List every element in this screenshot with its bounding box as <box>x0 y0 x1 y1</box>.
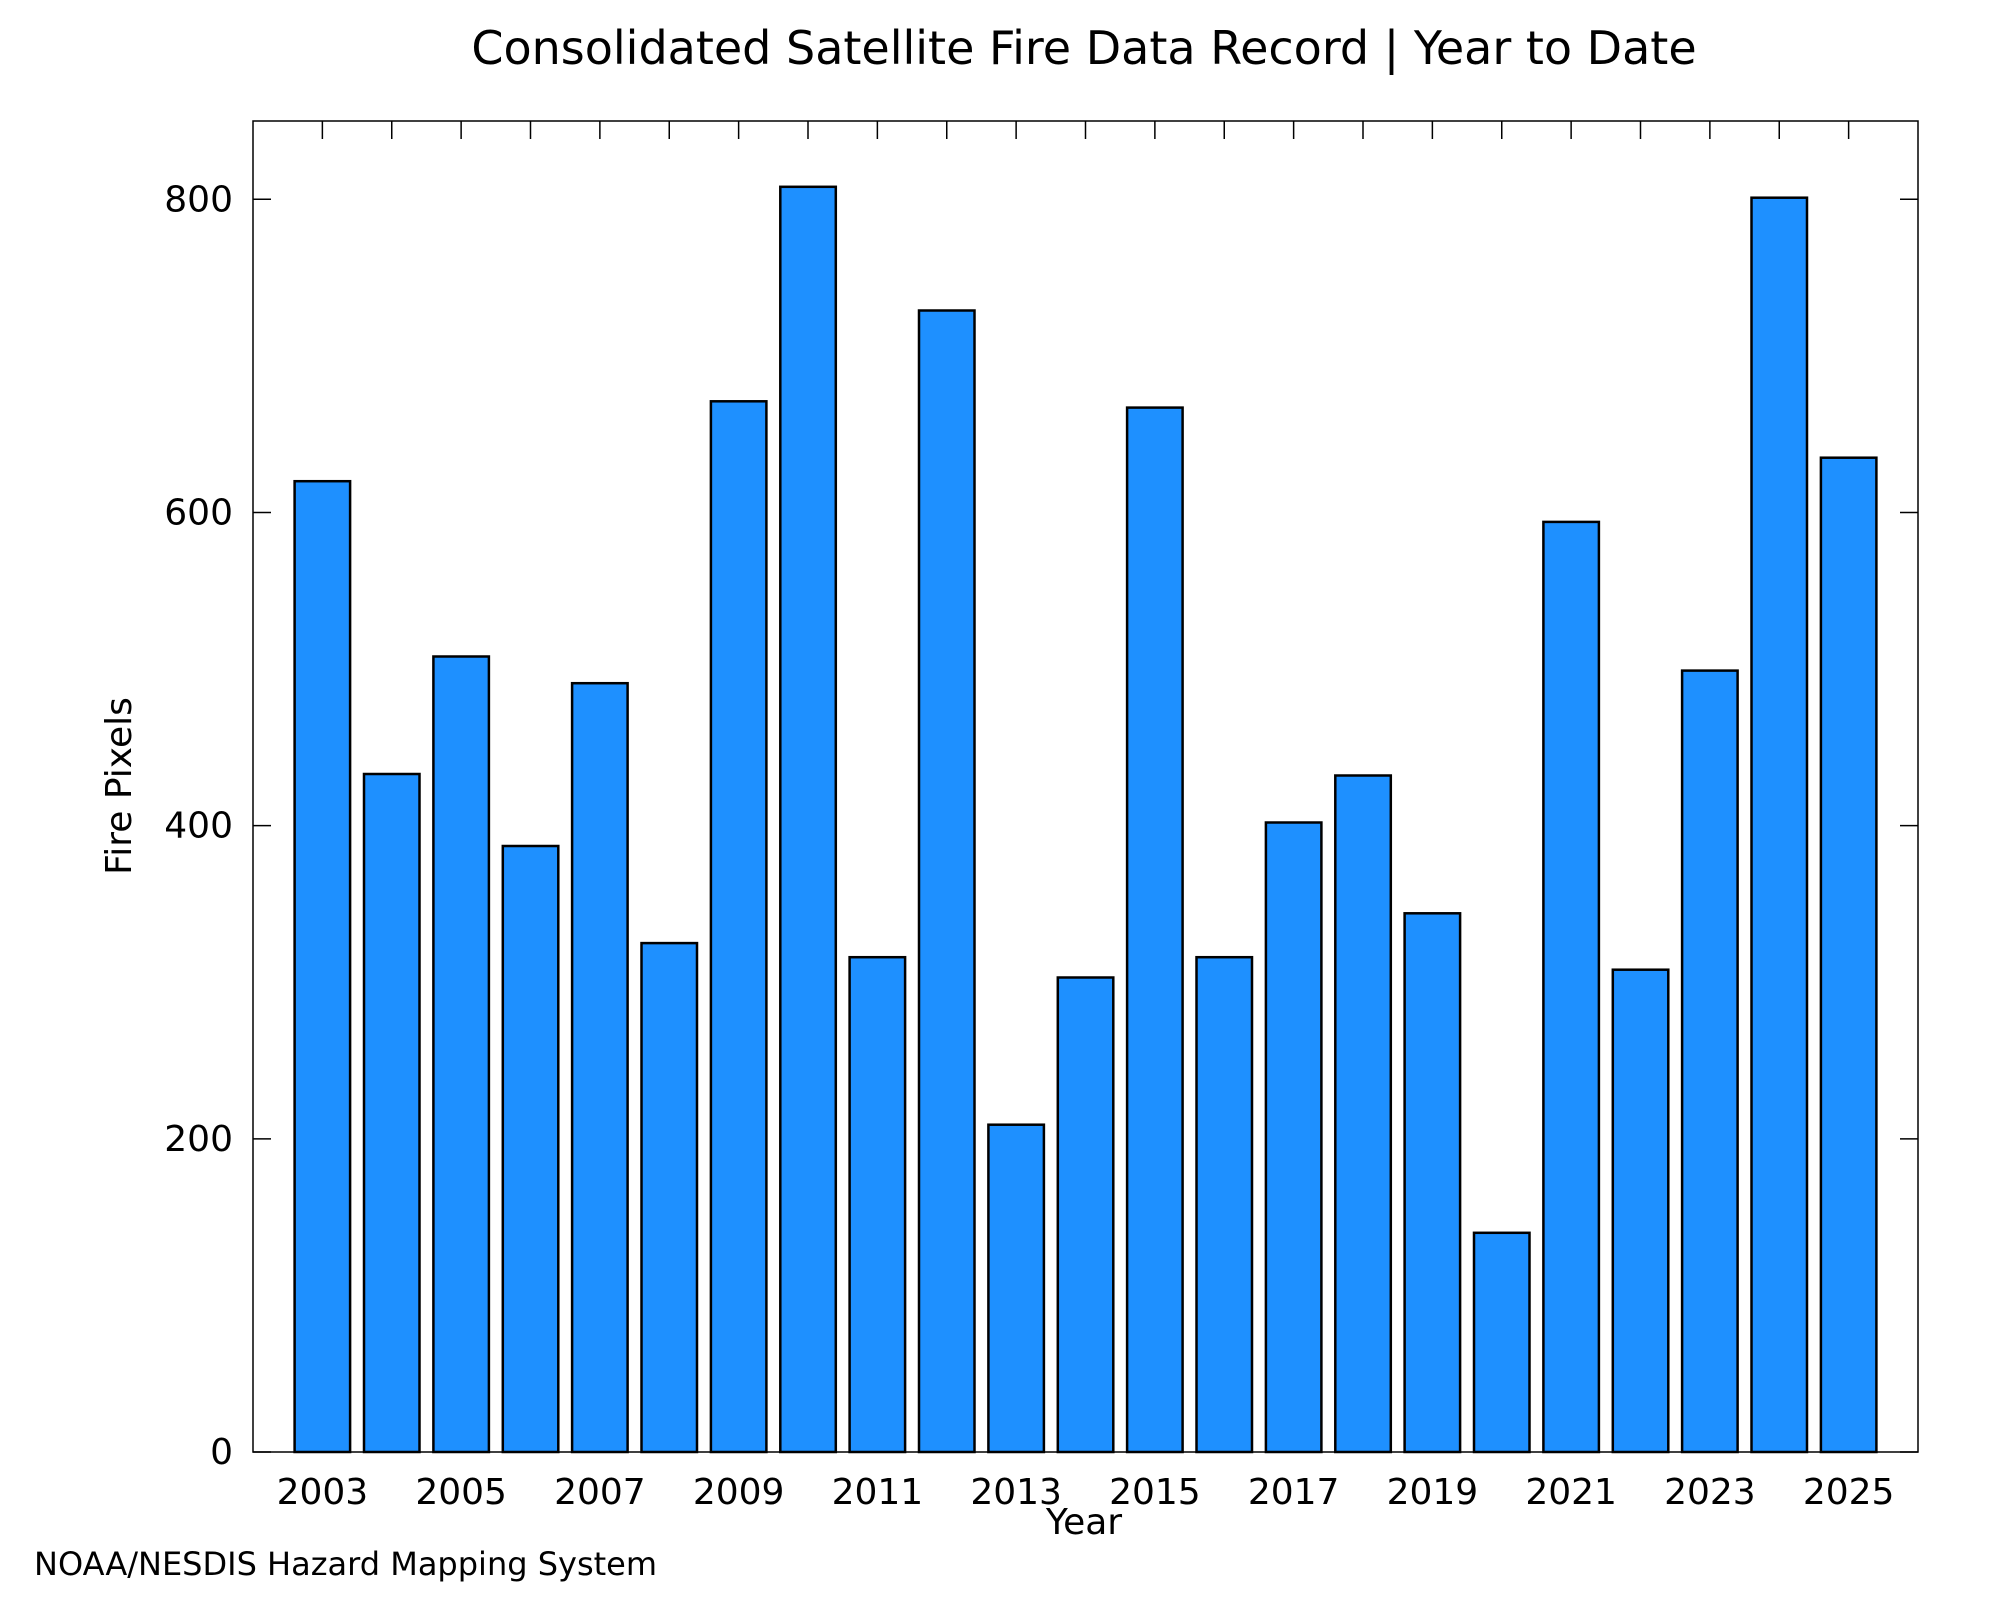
x-tick-label: 2009 <box>693 1472 785 1513</box>
bar-2006 <box>501 844 560 1454</box>
bar-2013 <box>987 1123 1046 1454</box>
bar-2003 <box>293 479 352 1454</box>
x-tick-label: 2019 <box>1387 1472 1479 1513</box>
x-tick-label: 2023 <box>1664 1472 1756 1513</box>
bar-2015 <box>1125 406 1184 1454</box>
y-tick-label: 400 <box>164 806 233 847</box>
bar-2014 <box>1056 976 1115 1454</box>
y-tick-label: 0 <box>210 1432 233 1473</box>
x-tick-label: 2017 <box>1248 1472 1340 1513</box>
bar-2010 <box>779 185 838 1454</box>
bars-group <box>293 185 1878 1454</box>
bar-2025 <box>1819 456 1878 1454</box>
bar-2011 <box>848 955 907 1454</box>
chart-title: Consolidated Satellite Fire Data Record … <box>471 21 1696 76</box>
x-axis-label: Year <box>1045 1502 1122 1543</box>
x-tick-label: 2011 <box>832 1472 924 1513</box>
bar-2005 <box>432 655 491 1454</box>
x-tick-label: 2021 <box>1525 1472 1617 1513</box>
x-tick-label: 2013 <box>970 1472 1062 1513</box>
bar-2007 <box>570 681 629 1454</box>
y-tick-label: 200 <box>164 1119 233 1160</box>
bar-2018 <box>1334 774 1393 1454</box>
bar-2020 <box>1472 1231 1531 1454</box>
bar-2012 <box>917 309 976 1454</box>
bar-2008 <box>640 941 699 1454</box>
bar-2019 <box>1403 912 1462 1454</box>
x-tick-label: 2015 <box>1109 1472 1201 1513</box>
credit-text: NOAA/NESDIS Hazard Mapping System <box>34 1545 657 1583</box>
x-axis-tick-labels: 2003 2005 2007 2009 2011 2013 2015 2017 2019 2021… <box>277 1472 1895 1513</box>
x-tick-label: 2005 <box>415 1472 507 1513</box>
bar-2009 <box>709 400 768 1454</box>
y-tick-label: 600 <box>164 492 233 533</box>
x-tick-label: 2003 <box>277 1472 369 1513</box>
y-axis-tick-labels: 0 200 400 600 800 <box>164 179 233 1473</box>
bar-2022 <box>1611 968 1670 1454</box>
x-tick-label: 2007 <box>554 1472 646 1513</box>
x-tick-label: 2025 <box>1803 1472 1895 1513</box>
bar-2024 <box>1750 196 1809 1454</box>
bar-2021 <box>1542 520 1601 1454</box>
bar-2016 <box>1195 955 1254 1454</box>
bar-2023 <box>1680 669 1739 1454</box>
bar-2017 <box>1264 821 1323 1454</box>
y-tick-label: 800 <box>164 179 233 220</box>
bar-2004 <box>362 772 421 1454</box>
y-axis-label: Fire Pixels <box>99 697 140 875</box>
